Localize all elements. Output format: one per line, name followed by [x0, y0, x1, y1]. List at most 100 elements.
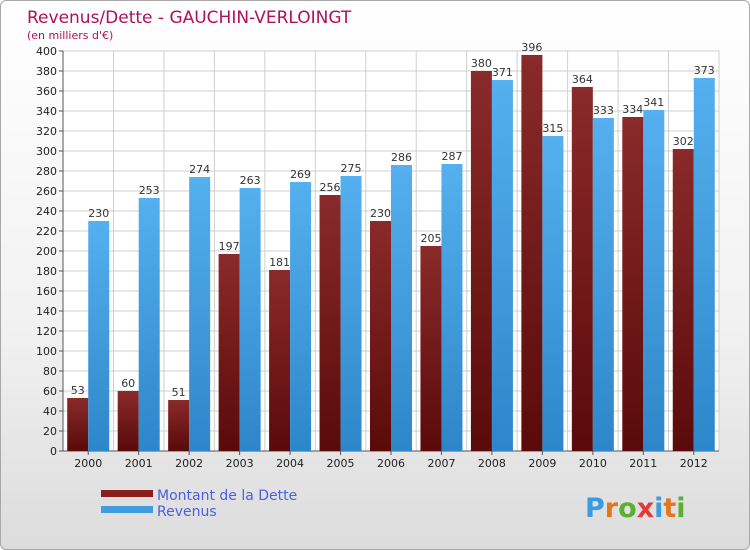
- x-tick-label: 2012: [680, 457, 708, 470]
- logo-letter: o: [618, 493, 637, 524]
- chart-title: Revenus/Dette - GAUCHIN-VERLOINGT: [27, 8, 352, 28]
- x-tick-label: 2008: [478, 457, 506, 470]
- bar-revenus: [643, 110, 665, 451]
- y-tick-label: 40: [43, 405, 57, 418]
- chart-subtitle: (en milliers d'€): [27, 29, 113, 42]
- bar-value-label: 275: [341, 162, 362, 175]
- bar-dette: [319, 195, 341, 451]
- bar-value-label: 274: [189, 163, 210, 176]
- y-tick-label: 80: [43, 365, 57, 378]
- x-tick-label: 2006: [377, 457, 405, 470]
- logo-letter: t: [663, 493, 676, 524]
- bar-revenus: [391, 165, 412, 451]
- y-tick-label: 320: [36, 125, 57, 138]
- legend-label: Revenus: [157, 504, 217, 520]
- bar-value-label: 333: [593, 104, 614, 117]
- y-tick-label: 380: [36, 65, 57, 78]
- bar-revenus: [239, 188, 261, 451]
- logo-letter: i: [676, 493, 685, 524]
- y-tick-label: 400: [36, 45, 57, 58]
- bar-value-label: 53: [71, 384, 85, 397]
- bar-value-label: 51: [172, 386, 186, 399]
- bar-value-label: 373: [694, 64, 715, 77]
- bar-value-label: 315: [542, 122, 563, 135]
- y-tick-label: 60: [43, 385, 57, 398]
- bar-revenus: [693, 78, 715, 451]
- bar-dette: [521, 55, 543, 451]
- x-tick-label: 2003: [226, 457, 254, 470]
- bar-value-label: 60: [121, 377, 135, 390]
- y-tick-label: 220: [36, 225, 57, 238]
- bar-value-label: 287: [441, 150, 462, 163]
- proxiti-logo: Proxiti: [585, 493, 686, 524]
- bar-revenus: [542, 136, 564, 451]
- bar-value-label: 380: [471, 57, 492, 70]
- x-tick-label: 2011: [629, 457, 657, 470]
- bar-revenus: [189, 177, 211, 451]
- logo-letter: i: [654, 493, 663, 524]
- legend-label: Montant de la Dette: [157, 488, 297, 504]
- logo-letter: P: [585, 493, 605, 524]
- bar-value-label: 302: [673, 135, 694, 148]
- logo-letter: x: [637, 493, 654, 524]
- x-tick-label: 2009: [528, 457, 556, 470]
- y-tick-label: 300: [36, 145, 57, 158]
- bar-dette: [269, 270, 291, 451]
- bar-dette: [67, 398, 89, 451]
- bar-dette: [370, 221, 391, 451]
- x-tick-label: 2007: [427, 457, 455, 470]
- bar-value-label: 396: [521, 41, 542, 54]
- bar-dette: [622, 117, 644, 451]
- bar-revenus: [340, 176, 362, 451]
- bar-value-label: 341: [643, 96, 664, 109]
- bar-dette: [672, 149, 694, 451]
- y-tick-label: 280: [36, 165, 57, 178]
- bar-revenus: [592, 118, 614, 451]
- bar-revenus: [88, 221, 110, 451]
- bar-value-label: 205: [420, 232, 441, 245]
- bar-dette: [470, 71, 492, 451]
- bar-value-label: 334: [622, 103, 643, 116]
- bar-value-label: 197: [219, 240, 240, 253]
- bar-value-label: 364: [572, 73, 593, 86]
- bar-dette: [420, 246, 442, 451]
- bar-dette: [218, 254, 240, 451]
- logo-letter: r: [605, 493, 619, 524]
- x-tick-label: 2001: [125, 457, 153, 470]
- legend-swatch: [101, 490, 153, 497]
- y-tick-label: 0: [50, 445, 57, 458]
- y-tick-label: 340: [36, 105, 57, 118]
- y-tick-label: 160: [36, 285, 57, 298]
- x-tick-label: 2004: [276, 457, 304, 470]
- bar-value-label: 256: [320, 181, 341, 194]
- y-tick-label: 100: [36, 345, 57, 358]
- bar-value-label: 230: [88, 207, 109, 220]
- y-tick-label: 260: [36, 185, 57, 198]
- bar-dette: [117, 391, 139, 451]
- bar-dette: [571, 87, 593, 451]
- y-tick-label: 20: [43, 425, 57, 438]
- bar-value-label: 286: [391, 151, 412, 164]
- bars-layer: [67, 55, 715, 451]
- y-tick-label: 360: [36, 85, 57, 98]
- bar-revenus: [290, 182, 312, 451]
- bar-value-label: 269: [290, 168, 311, 181]
- legend-swatch: [101, 506, 153, 513]
- y-tick-label: 200: [36, 245, 57, 258]
- bar-value-label: 263: [240, 174, 261, 187]
- bar-revenus: [491, 80, 513, 451]
- x-tick-label: 2010: [579, 457, 607, 470]
- bar-revenus: [441, 164, 463, 451]
- y-tick-label: 180: [36, 265, 57, 278]
- bar-value-label: 181: [269, 256, 290, 269]
- bar-dette: [168, 400, 190, 451]
- bar-value-label: 371: [492, 66, 513, 79]
- bar-revenus: [138, 198, 160, 451]
- x-tick-label: 2005: [327, 457, 355, 470]
- bar-value-label: 230: [370, 207, 391, 220]
- bar-value-label: 253: [139, 184, 160, 197]
